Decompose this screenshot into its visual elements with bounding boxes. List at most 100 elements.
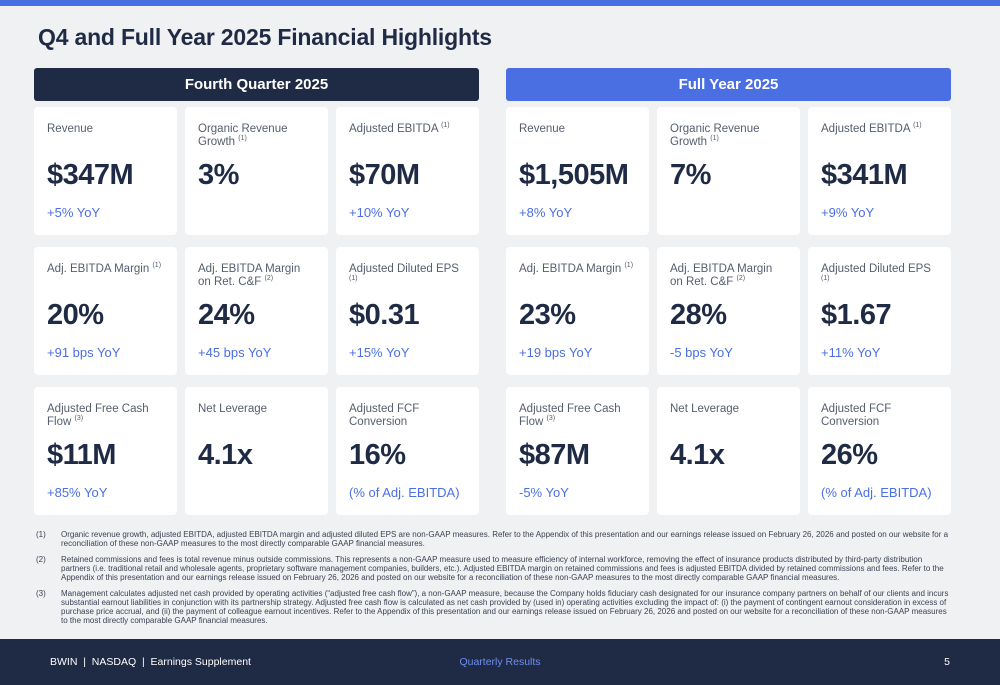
metric-card-adj-ebitda-margin: Adj. EBITDA Margin (1) 20% +91 bps YoY <box>34 247 177 375</box>
panel-full-year: Full Year 2025 Revenue $1,505M +8% YoY Org… <box>506 68 951 515</box>
footnote-ref: (1) <box>821 275 830 283</box>
metric-card-adjusted-diluted-eps: Adjusted Diluted EPS (1) $0.31 +15% YoY <box>336 247 479 375</box>
metric-change: -5% YoY <box>519 485 569 500</box>
metric-label: Adjusted EBITDA <box>821 123 910 135</box>
metric-label: Adj. EBITDA Margin on Ret. C&F <box>198 263 301 288</box>
metric-card-adjusted-fcf-conversion: Adjusted FCF Conversion 26% (% of Adj. EBI… <box>808 387 951 515</box>
footnote: (1) Organic revenue growth, adjusted EBIT… <box>36 530 950 548</box>
metric-change: +11% YoY <box>821 345 881 360</box>
footer-bar: BWIN | NASDAQ | Earnings Supplement Quar… <box>0 639 1000 685</box>
metric-change: (% of Adj. EBITDA) <box>821 485 932 500</box>
metric-value: $87M <box>519 439 590 471</box>
metric-label: Adjusted Diluted EPS <box>349 263 459 275</box>
metric-card-revenue: Revenue $347M +5% YoY <box>34 107 177 235</box>
footnote-ref: (1) <box>238 135 247 143</box>
metric-value: 20% <box>47 299 104 331</box>
metric-label: Net Leverage <box>670 403 740 415</box>
metric-card-organic-revenue-growth: Organic Revenue Growth (1) 3% <box>185 107 328 235</box>
metric-value: 3% <box>198 159 239 191</box>
footnote-text: Management calculates adjusted net cash … <box>61 589 949 625</box>
metric-label: Adjusted Diluted EPS <box>821 263 931 275</box>
footnote-ref: (1) <box>441 122 450 130</box>
metric-value: $347M <box>47 159 134 191</box>
metric-value: $0.31 <box>349 299 420 331</box>
footer-source: BWIN | NASDAQ | Earnings Supplement <box>50 656 251 668</box>
metric-value: 28% <box>670 299 727 331</box>
metric-change: -5 bps YoY <box>670 345 733 360</box>
metric-change: +9% YoY <box>821 205 875 220</box>
footnote-number: (3) <box>36 589 46 598</box>
metric-card-net-leverage: Net Leverage 4.1x <box>657 387 800 515</box>
metric-card-adjusted-diluted-eps: Adjusted Diluted EPS (1) $1.67 +11% YoY <box>808 247 951 375</box>
metric-value: $70M <box>349 159 420 191</box>
footnote-ref: (3) <box>546 415 556 423</box>
footnote-text: Organic revenue growth, adjusted EBITDA,… <box>61 530 949 548</box>
footer-section-title: Quarterly Results <box>459 656 541 668</box>
metric-label: Organic Revenue Growth <box>198 123 288 148</box>
metric-label: Adjusted Free Cash Flow <box>47 403 149 428</box>
footnote-ref: (2) <box>736 275 746 283</box>
metric-card-organic-revenue-growth: Organic Revenue Growth (1) 7% <box>657 107 800 235</box>
metric-value: 7% <box>670 159 711 191</box>
footnote-ref: (1) <box>913 122 922 130</box>
metric-value: $1,505M <box>519 159 629 191</box>
footnote-ref: (3) <box>74 415 84 423</box>
metrics-grid: Revenue $1,505M +8% YoY Organic Revenue Gr… <box>506 107 951 515</box>
panel-header: Full Year 2025 <box>506 68 951 101</box>
metric-change: +85% YoY <box>47 485 108 500</box>
metric-card-revenue: Revenue $1,505M +8% YoY <box>506 107 649 235</box>
metric-change: +45 bps YoY <box>198 345 272 360</box>
footnote-number: (2) <box>36 555 46 564</box>
footnote: (3) Management calculates adjusted net ca… <box>36 589 950 625</box>
panel-fourth-quarter: Fourth Quarter 2025 Revenue $347M +5% YoY … <box>34 68 479 515</box>
footnote-ref: (1) <box>349 275 358 283</box>
metric-card-adjusted-free-cash-flow: Adjusted Free Cash Flow (3) $11M +85% YoY <box>34 387 177 515</box>
metric-label: Adjusted FCF Conversion <box>349 403 420 428</box>
metric-label: Adjusted Free Cash Flow <box>519 403 621 428</box>
page-number: 5 <box>944 656 950 668</box>
page-title: Q4 and Full Year 2025 Financial Highligh… <box>38 24 492 50</box>
footnote-ref: (2) <box>264 275 274 283</box>
metric-label: Adj. EBITDA Margin <box>47 263 150 275</box>
metric-card-adj-ebitda-margin-ret-cf: Adj. EBITDA Margin on Ret. C&F (2) 28% -5 … <box>657 247 800 375</box>
footnote: (2) Retained commissions and fees is tota… <box>36 555 950 582</box>
metric-label: Revenue <box>519 123 566 135</box>
metric-label: Adjusted FCF Conversion <box>821 403 892 428</box>
metric-value: $341M <box>821 159 908 191</box>
metric-value: $11M <box>47 439 116 471</box>
metric-card-adjusted-free-cash-flow: Adjusted Free Cash Flow (3) $87M -5% YoY <box>506 387 649 515</box>
metric-change: +8% YoY <box>519 205 573 220</box>
footnote-text: Retained commissions and fees is total r… <box>61 555 944 582</box>
metric-change: +5% YoY <box>47 205 101 220</box>
metric-card-adjusted-ebitda: Adjusted EBITDA (1) $341M +9% YoY <box>808 107 951 235</box>
footnote-ref: (1) <box>710 135 719 143</box>
metric-value: $1.67 <box>821 299 892 331</box>
footnote-number: (1) <box>36 530 46 539</box>
metric-value: 24% <box>198 299 255 331</box>
metric-label: Net Leverage <box>198 403 268 415</box>
metric-label: Revenue <box>47 123 94 135</box>
metric-change: (% of Adj. EBITDA) <box>349 485 460 500</box>
metric-card-adj-ebitda-margin-ret-cf: Adj. EBITDA Margin on Ret. C&F (2) 24% +45… <box>185 247 328 375</box>
metric-change: +15% YoY <box>349 345 410 360</box>
metric-change: +91 bps YoY <box>47 345 121 360</box>
footnote-ref: (1) <box>152 262 162 270</box>
metric-change: +19 bps YoY <box>519 345 593 360</box>
metrics-grid: Revenue $347M +5% YoY Organic Revenue Grow… <box>34 107 479 515</box>
metric-card-adjusted-fcf-conversion: Adjusted FCF Conversion 16% (% of Adj. EBI… <box>336 387 479 515</box>
metric-value: 23% <box>519 299 576 331</box>
metric-value: 26% <box>821 439 878 471</box>
footnote-ref: (1) <box>624 262 634 270</box>
metric-label: Adj. EBITDA Margin on Ret. C&F <box>670 263 773 288</box>
metric-value: 16% <box>349 439 406 471</box>
metric-label: Organic Revenue Growth <box>670 123 760 148</box>
metric-card-adj-ebitda-margin: Adj. EBITDA Margin (1) 23% +19 bps YoY <box>506 247 649 375</box>
metric-card-adjusted-ebitda: Adjusted EBITDA (1) $70M +10% YoY <box>336 107 479 235</box>
metric-value: 4.1x <box>670 439 725 471</box>
panel-header: Fourth Quarter 2025 <box>34 68 479 101</box>
metric-change: +10% YoY <box>349 205 410 220</box>
metric-value: 4.1x <box>198 439 253 471</box>
top-accent-bar <box>0 0 1000 6</box>
metric-label: Adj. EBITDA Margin <box>519 263 622 275</box>
metric-card-net-leverage: Net Leverage 4.1x <box>185 387 328 515</box>
